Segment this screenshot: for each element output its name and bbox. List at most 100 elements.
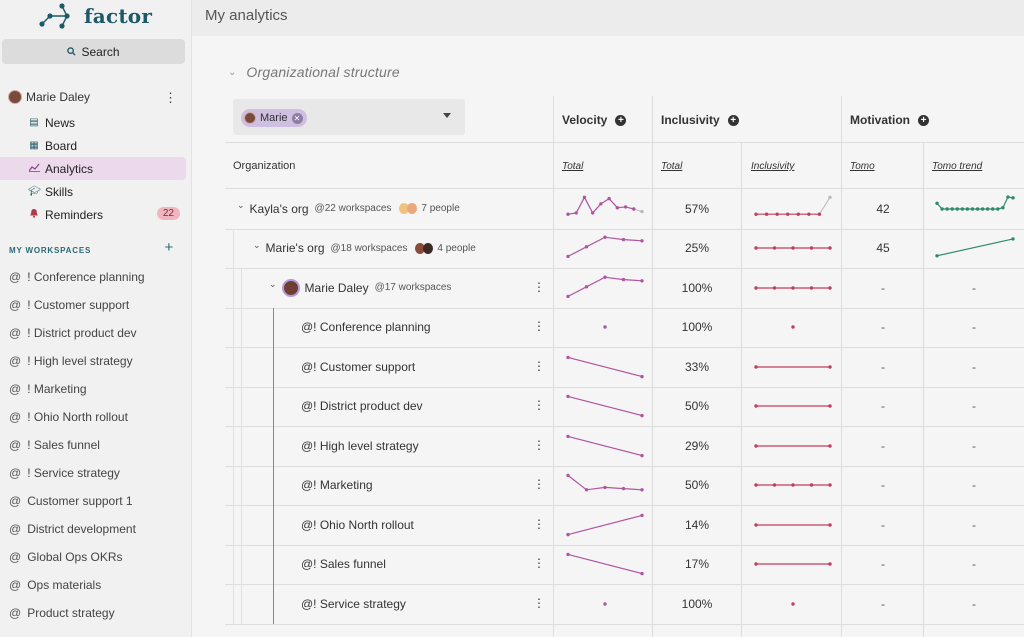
- sparkline-point: [615, 205, 620, 210]
- add-metric-icon[interactable]: +: [615, 114, 627, 126]
- workspace-item[interactable]: @ ! Conference planning: [0, 263, 186, 291]
- sparkline-point: [603, 602, 607, 606]
- at-icon: @: [9, 410, 22, 424]
- analytics-icon: [28, 163, 40, 175]
- workspace-item[interactable]: @ ! Service strategy: [0, 459, 186, 487]
- main-content: ⌄ Organizational structure Marie ✕ Veloc…: [192, 36, 1024, 637]
- row-menu-kebab-icon[interactable]: ⋮: [533, 556, 545, 571]
- tree-guide: [241, 307, 242, 347]
- at-icon: @: [9, 270, 22, 284]
- column-header-motivation: Motivation +: [850, 113, 929, 127]
- search-button[interactable]: Search: [2, 39, 185, 64]
- tomo-trend-value: -: [972, 399, 976, 414]
- tomo-trend-value: -: [972, 280, 976, 295]
- row-divider: [225, 584, 1024, 585]
- filter-chip-marie[interactable]: Marie ✕: [241, 109, 307, 127]
- org-row-label[interactable]: ⌄ Marie Daley @17 workspaces: [269, 278, 451, 297]
- sidebar-item-analytics[interactable]: Analytics: [0, 157, 186, 180]
- org-row-label[interactable]: ⌄ Marie's org @18 workspaces 4 people: [253, 240, 476, 256]
- workspace-row-label[interactable]: @! Service strategy: [301, 596, 406, 612]
- workspace-row-label[interactable]: @! Sales funnel: [301, 556, 386, 572]
- workspace-row-label[interactable]: @! High level strategy: [301, 438, 419, 454]
- sparkline-point: [566, 294, 570, 298]
- workspace-row-label[interactable]: @! District product dev: [301, 398, 423, 414]
- people-count: 4 people: [437, 242, 476, 254]
- workspace-item[interactable]: @ ! Sales funnel: [0, 431, 186, 459]
- tomo-trend-value: -: [972, 517, 976, 532]
- inclusivity-total-value: 25%: [684, 241, 710, 256]
- sparkline-path: [567, 195, 634, 215]
- sparkline-point: [791, 602, 795, 606]
- row-menu-kebab-icon[interactable]: ⋮: [533, 437, 545, 452]
- workspace-row-label[interactable]: @! Conference planning: [301, 319, 431, 335]
- user-menu-kebab-icon[interactable]: ⋮: [164, 90, 177, 105]
- velocity-sparkline: [603, 325, 607, 329]
- row-menu-kebab-icon[interactable]: ⋮: [533, 398, 545, 413]
- workspace-item[interactable]: @ ! Ohio North rollout: [0, 403, 186, 431]
- chevron-down-icon[interactable]: ⌄: [237, 200, 245, 211]
- chevron-down-icon[interactable]: ⌄: [269, 279, 277, 290]
- row-menu-kebab-icon[interactable]: ⋮: [533, 477, 545, 492]
- workspace-row-label[interactable]: @! Ohio North rollout: [301, 517, 414, 533]
- remove-chip-icon[interactable]: ✕: [291, 112, 303, 124]
- chevron-down-icon[interactable]: ⌄: [228, 66, 237, 78]
- row-menu-kebab-icon[interactable]: ⋮: [533, 279, 545, 294]
- subheader-inclusivity-total[interactable]: Total: [661, 161, 683, 172]
- workspace-item[interactable]: @ ! High level strategy: [0, 347, 186, 375]
- factor-logo[interactable]: factor: [38, 2, 152, 30]
- sparkline-point: [566, 552, 570, 557]
- workspace-item[interactable]: @ Global Ops OKRs: [0, 543, 186, 571]
- subheader-velocity-total[interactable]: Total: [562, 161, 584, 172]
- sparkline-point: [603, 325, 607, 329]
- velocity-sparkline: [603, 602, 607, 606]
- subheader-tomo[interactable]: Tomo: [850, 161, 875, 172]
- dropdown-caret-icon[interactable]: [443, 113, 451, 118]
- subheader-inclusivity[interactable]: Inclusivity: [751, 161, 795, 172]
- sidebar-item-label: Skills: [45, 184, 74, 199]
- row-name: @! Marketing: [301, 478, 373, 493]
- org-filter-dropdown[interactable]: Marie ✕: [233, 99, 465, 135]
- at-icon: @: [9, 298, 22, 312]
- workspace-item[interactable]: @ Product strategy: [0, 599, 186, 627]
- sparkline-point: [965, 207, 970, 211]
- workspace-item[interactable]: @ District development: [0, 515, 186, 543]
- org-row-label[interactable]: ⌄ Kayla's org @22 workspaces 7 people: [237, 200, 460, 217]
- sparkline-point: [640, 453, 644, 458]
- workspace-row-label[interactable]: @! Marketing: [301, 477, 373, 493]
- row-divider: [225, 307, 1024, 309]
- row-menu-kebab-icon[interactable]: ⋮: [533, 319, 545, 334]
- row-menu-kebab-icon[interactable]: ⋮: [533, 358, 545, 373]
- tomo-value: -: [881, 478, 885, 493]
- workspace-item[interactable]: @ Ops materials: [0, 571, 186, 599]
- sparkline-point: [764, 212, 769, 216]
- column-divider: [841, 96, 842, 637]
- workspace-item[interactable]: @ ! District product dev: [0, 319, 186, 347]
- sparkline-point: [796, 212, 800, 216]
- tree-guide: [241, 268, 242, 308]
- workspace-row-label[interactable]: @! Customer support: [301, 359, 415, 375]
- add-metric-icon[interactable]: +: [918, 114, 929, 126]
- sidebar-item-news[interactable]: ▤ News: [0, 111, 186, 134]
- sparkline-point: [1001, 205, 1005, 210]
- workspace-item[interactable]: @ Customer support 1: [0, 487, 186, 515]
- sidebar-item-skills[interactable]: 🎓︎ Skills: [0, 180, 186, 203]
- sidebar-item-board[interactable]: ▦ Board: [0, 134, 186, 157]
- add-workspace-icon[interactable]: +: [164, 239, 174, 256]
- tree-guide: [233, 584, 234, 624]
- tomo-trend-sparkline: [935, 195, 1015, 211]
- row-menu-kebab-icon[interactable]: ⋮: [533, 595, 545, 610]
- workspace-item[interactable]: @ ! Customer support: [0, 291, 186, 319]
- workspace-item[interactable]: @ ! Marketing: [0, 375, 186, 403]
- row-menu-kebab-icon[interactable]: ⋮: [533, 516, 545, 531]
- sparkline-point: [996, 207, 1000, 211]
- add-metric-icon[interactable]: +: [727, 114, 739, 126]
- section-header[interactable]: ⌄ Organizational structure: [228, 64, 400, 80]
- chevron-down-icon[interactable]: ⌄: [253, 239, 261, 250]
- user-profile-row[interactable]: Marie Daley ⋮: [0, 86, 186, 108]
- workspace-count: @22 workspaces: [314, 203, 392, 215]
- top-bar: My analytics: [192, 0, 1024, 36]
- sidebar-item-reminders[interactable]: Reminders 22: [0, 203, 186, 226]
- subheader-tomo-trend[interactable]: Tomo trend: [932, 161, 983, 172]
- tomo-value: -: [881, 557, 885, 572]
- column-header-inclusivity: Inclusivity +: [661, 113, 739, 127]
